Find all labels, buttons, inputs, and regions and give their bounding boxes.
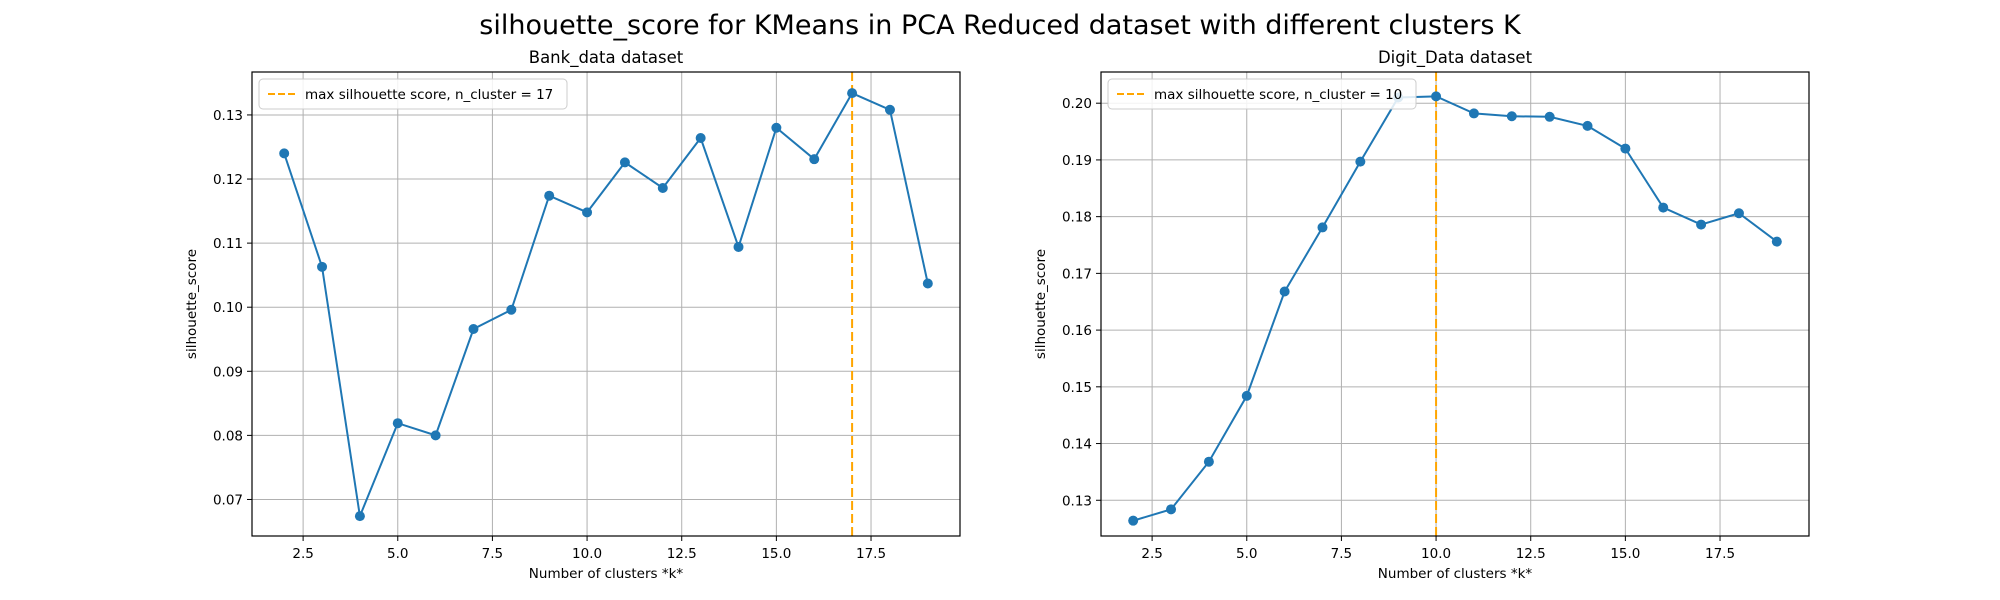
data-point bbox=[884, 104, 895, 115]
data-point bbox=[1506, 111, 1517, 122]
data-point bbox=[695, 133, 706, 144]
data-point bbox=[1317, 222, 1328, 233]
y-tick-label: 0.11 bbox=[213, 236, 243, 252]
data-point bbox=[1241, 390, 1252, 401]
x-tick-label: 17.5 bbox=[856, 546, 886, 562]
data-point bbox=[582, 207, 593, 218]
legend-box bbox=[1107, 78, 1417, 110]
x-tick-label: 5.0 bbox=[1236, 546, 1257, 562]
y-tick-label: 0.07 bbox=[213, 492, 243, 508]
data-point bbox=[1203, 456, 1214, 467]
data-point bbox=[733, 241, 744, 252]
legend-box bbox=[258, 78, 568, 110]
y-tick-label: 0.16 bbox=[1062, 323, 1092, 339]
series-line bbox=[1132, 95, 1778, 522]
x-tick-label: 12.5 bbox=[1516, 546, 1546, 562]
data-point bbox=[1658, 202, 1669, 213]
chart-panel-1: 2.5 5.0 7.5 10.0 12.5 15.0 17.5 0.07 0.08 0.09 0.1… bbox=[184, 48, 961, 582]
axes-frame bbox=[1100, 71, 1810, 537]
y-tick-label: 0.13 bbox=[213, 108, 243, 124]
x-tick-label: 15.0 bbox=[761, 546, 791, 562]
data-point bbox=[1582, 120, 1593, 131]
x-tick-label: 5.0 bbox=[387, 546, 408, 562]
data-point bbox=[847, 88, 858, 99]
x-tick-label: 7.5 bbox=[482, 546, 503, 562]
x-tick-label: 7.5 bbox=[1331, 546, 1352, 562]
y-tick-label: 0.17 bbox=[1062, 266, 1092, 282]
data-point bbox=[922, 278, 933, 289]
legend-label: max silhouette score, n_cluster = 17 bbox=[305, 87, 553, 103]
y-tick-label: 0.18 bbox=[1062, 210, 1092, 226]
x-tick-label: 12.5 bbox=[667, 546, 697, 562]
data-point bbox=[657, 183, 668, 193]
data-point bbox=[279, 148, 290, 159]
y-tick-label: 0.15 bbox=[1062, 380, 1092, 396]
y-tick-label: 0.20 bbox=[1062, 96, 1092, 112]
x-tick-label: 15.0 bbox=[1610, 546, 1640, 562]
data-point bbox=[1544, 111, 1555, 122]
data-point bbox=[1771, 236, 1782, 247]
legend: max silhouette score, n_cluster = 10 bbox=[1107, 78, 1417, 110]
data-point bbox=[317, 261, 328, 272]
x-tick-label: 2.5 bbox=[292, 546, 313, 562]
chart-title: Digit_Data dataset bbox=[1378, 48, 1533, 68]
series-line bbox=[283, 91, 929, 520]
x-tick-label: 17.5 bbox=[1705, 546, 1735, 562]
data-point bbox=[1431, 91, 1442, 102]
y-tick-label: 0.10 bbox=[213, 300, 243, 316]
axes-frame bbox=[251, 71, 961, 537]
x-tick-label: 2.5 bbox=[1141, 546, 1162, 562]
x-tick-label: 10.0 bbox=[572, 546, 602, 562]
chart-panels: 2.5 5.0 7.5 10.0 12.5 15.0 17.5 0.07 0.08 0.09 0.1… bbox=[184, 48, 1810, 582]
data-point bbox=[1733, 208, 1744, 219]
y-axis-label: silhouette_score bbox=[184, 249, 200, 359]
data-point bbox=[392, 418, 403, 429]
data-point bbox=[1696, 219, 1707, 230]
legend-label: max silhouette score, n_cluster = 10 bbox=[1154, 87, 1402, 103]
figure-title: silhouette_score for KMeans in PCA Reduc… bbox=[479, 10, 1522, 41]
data-point bbox=[1355, 156, 1366, 167]
data-point bbox=[1468, 108, 1479, 119]
data-point bbox=[619, 157, 630, 168]
data-point bbox=[1166, 504, 1177, 515]
y-tick-label: 0.14 bbox=[1062, 437, 1092, 453]
chart-panel-2: 2.5 5.0 7.5 10.0 12.5 15.0 17.5 0.13 0.14 0.15 0.1… bbox=[1033, 48, 1810, 582]
data-point bbox=[468, 323, 479, 334]
legend: max silhouette score, n_cluster = 17 bbox=[258, 78, 568, 110]
data-point bbox=[1128, 515, 1139, 526]
data-point bbox=[354, 511, 365, 522]
data-point bbox=[1279, 286, 1290, 297]
x-tick-label: 10.0 bbox=[1421, 546, 1451, 562]
y-tick-label: 0.12 bbox=[213, 172, 243, 188]
data-point bbox=[809, 154, 820, 165]
data-point bbox=[544, 190, 555, 201]
x-axis-label: Number of clusters *k* bbox=[529, 566, 684, 582]
x-axis-label: Number of clusters *k* bbox=[1378, 566, 1533, 582]
y-tick-label: 0.08 bbox=[213, 428, 243, 444]
y-axis-label: silhouette_score bbox=[1033, 249, 1049, 359]
data-point bbox=[1620, 143, 1631, 154]
data-point bbox=[506, 304, 517, 315]
data-point bbox=[430, 430, 441, 441]
y-tick-label: 0.13 bbox=[1062, 493, 1092, 509]
chart-title: Bank_data dataset bbox=[529, 48, 684, 68]
y-tick-label: 0.19 bbox=[1062, 153, 1092, 169]
y-tick-label: 0.09 bbox=[213, 364, 243, 380]
data-point bbox=[771, 122, 782, 133]
